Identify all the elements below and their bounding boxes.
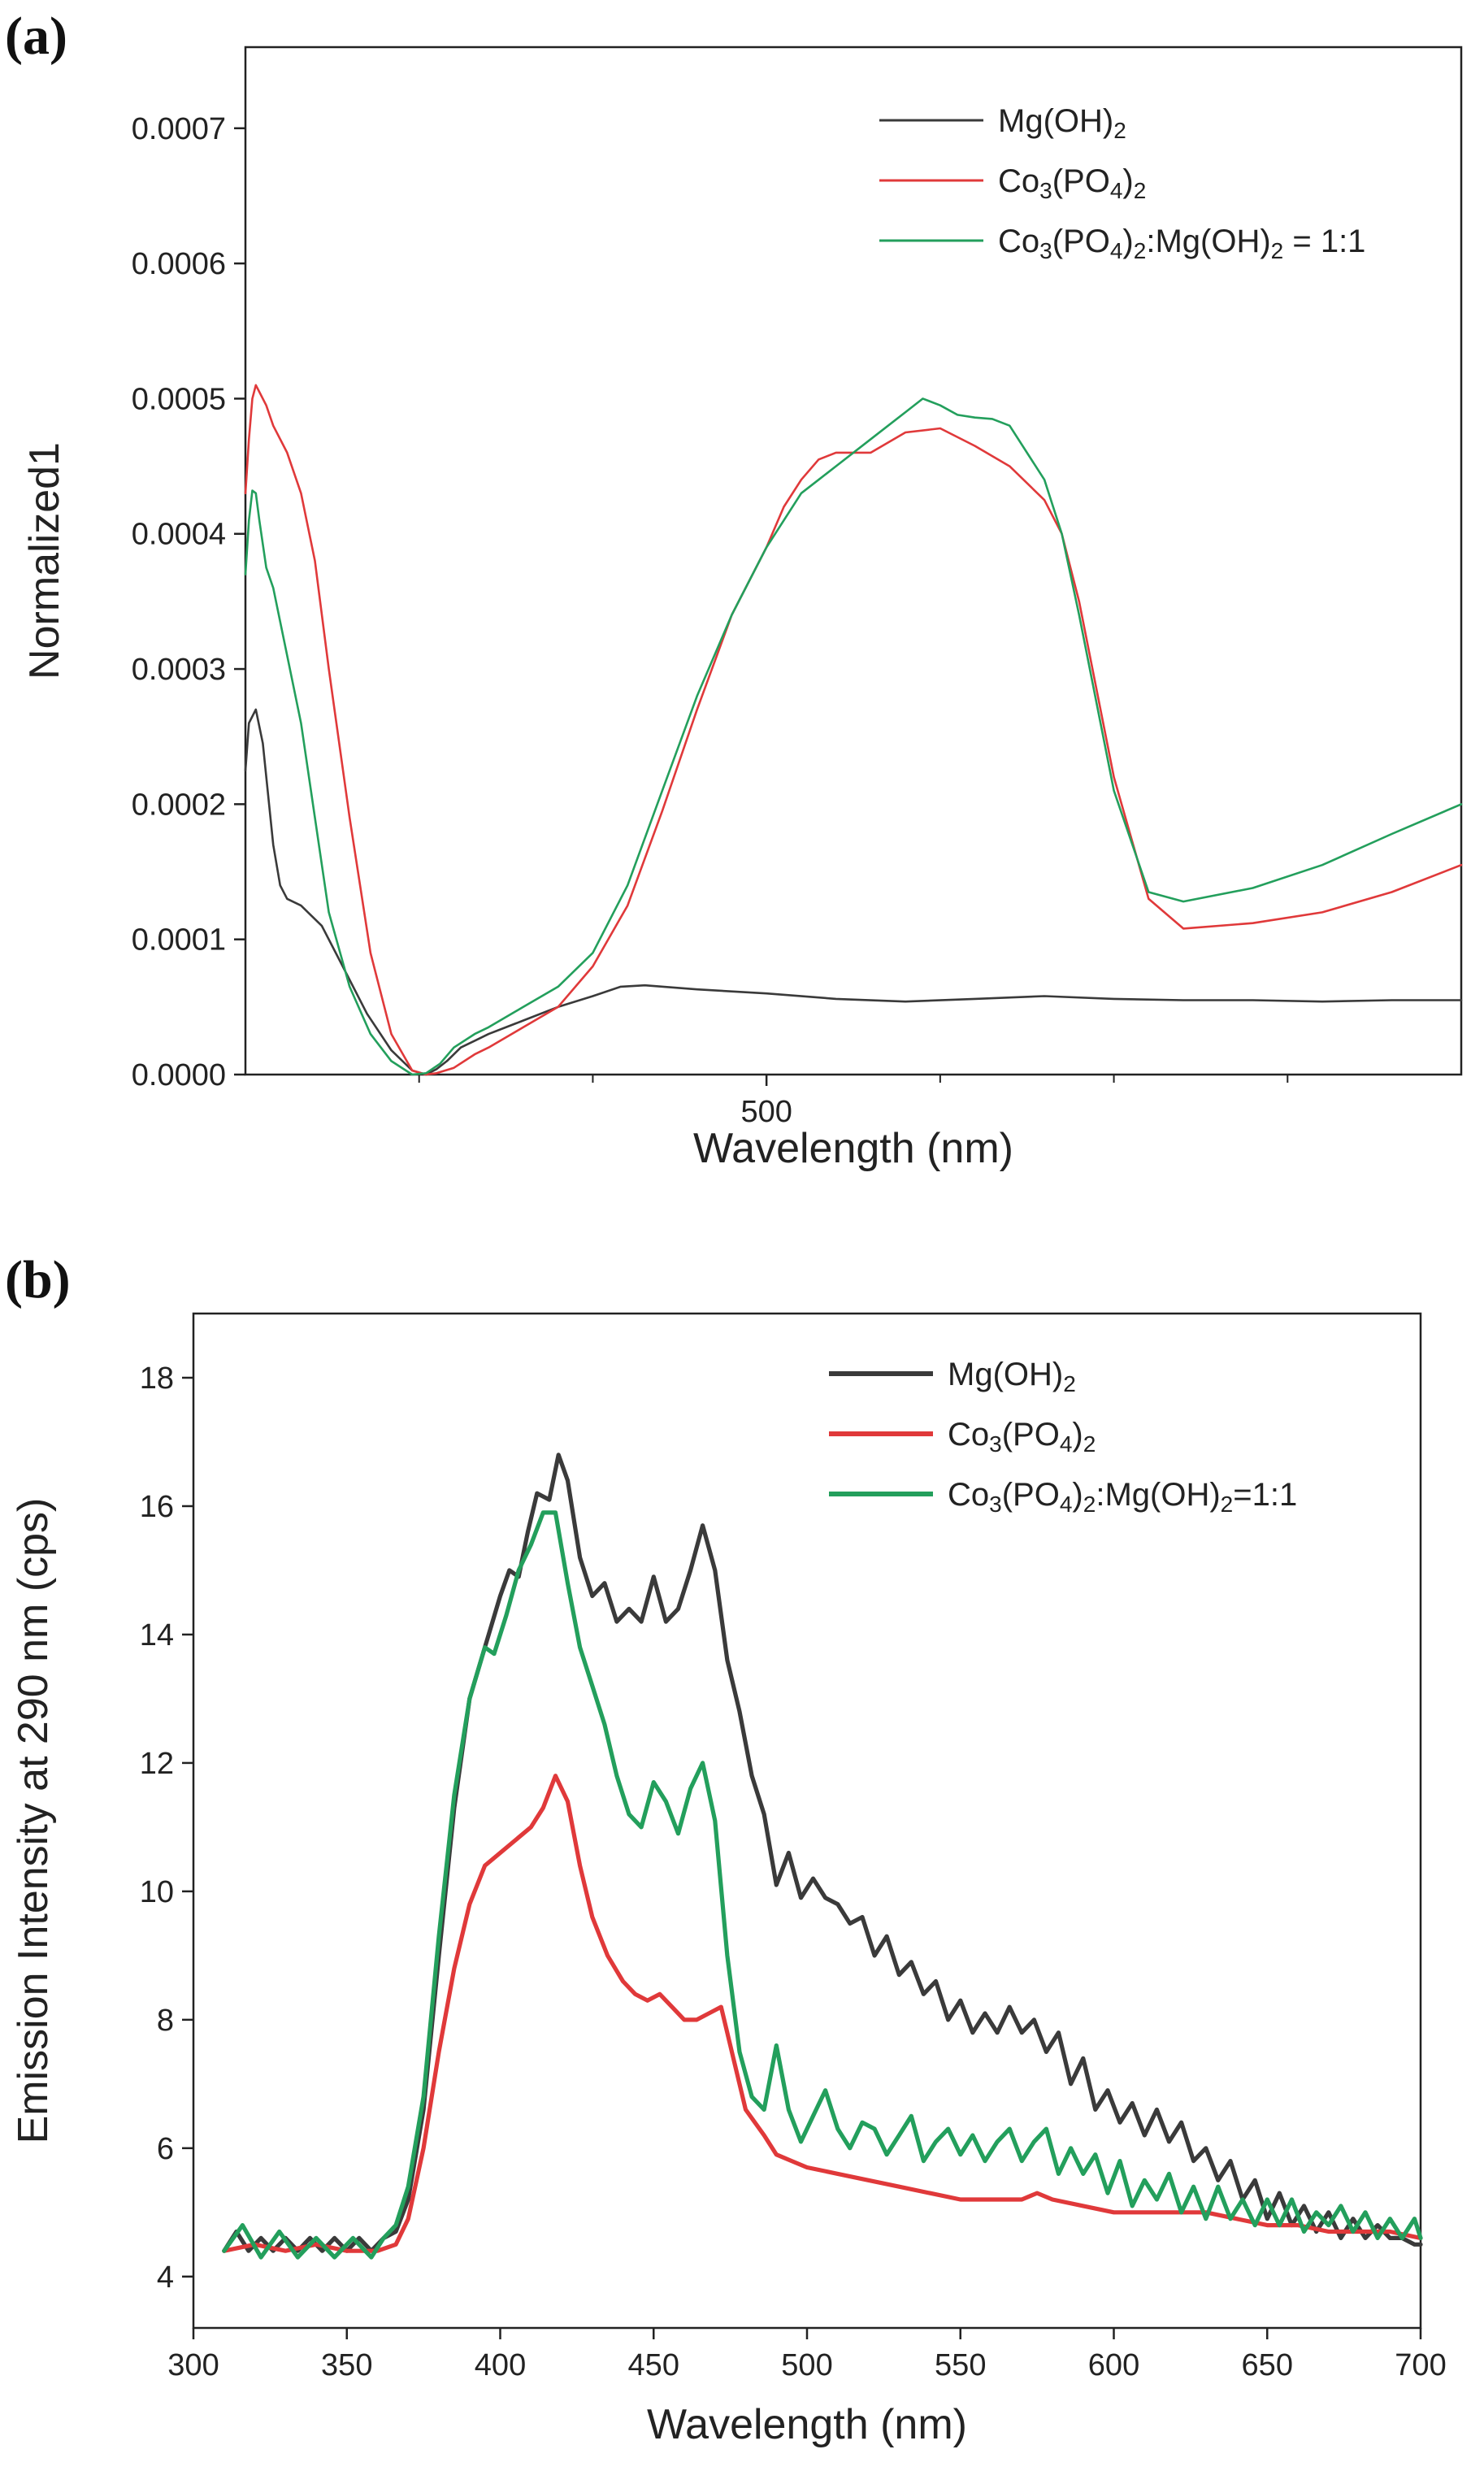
- y-tick-label: 4: [157, 2260, 174, 2295]
- panel-b-ticks: 4 6 8 10 12 14 16 18 300 350 400 450 500 550 600 650 700: [140, 1361, 1447, 2382]
- y-tick-label: 0.0005: [132, 382, 226, 416]
- y-tick-label: 0.0001: [132, 923, 226, 958]
- x-tick-label: 300: [167, 2348, 219, 2382]
- y-tick-label: 14: [140, 1618, 174, 1652]
- panel-a-label: (a): [5, 7, 67, 66]
- panel-b-y-axis-title: Emission Intensity at 290 nm (cps): [10, 1498, 57, 2144]
- panel-b-x-axis-title: Wavelength (nm): [647, 2401, 967, 2448]
- x-tick-label: 700: [1395, 2348, 1446, 2382]
- y-tick-label: 0.0000: [132, 1058, 226, 1092]
- series-line-co: [222, 1774, 1423, 2253]
- panel-b-series: [222, 1453, 1423, 2260]
- panel-a-ticks: 0.0000 0.0001 0.0002 0.0003 0.0004 0.0005 0.00…: [132, 112, 1289, 1129]
- legend-label-mg: Mg(OH)2: [948, 1357, 1076, 1396]
- panel-a: (a) 0.0000 0.0001 0.0002 0.0003 0.0004 0.0005…: [5, 7, 1463, 1172]
- series-line-mix: [222, 1510, 1423, 2260]
- x-tick-label: 400: [475, 2348, 526, 2382]
- y-tick-label: 18: [140, 1361, 174, 1396]
- legend-label-co: Co3(PO4)2: [998, 163, 1146, 203]
- y-tick-label: 0.0006: [132, 247, 226, 281]
- legend-label-mg: Mg(OH)2: [998, 103, 1126, 143]
- legend-label-mix: Co3(PO4)2:Mg(OH)2 = 1:1: [998, 224, 1365, 263]
- x-tick-label: 600: [1088, 2348, 1139, 2382]
- panel-b-legend: Mg(OH)2 Co3(PO4)2 Co3(PO4)2:Mg(OH)2=1:1: [829, 1357, 1297, 1517]
- y-tick-label: 0.0003: [132, 653, 226, 687]
- legend-label-co: Co3(PO4)2: [948, 1417, 1096, 1457]
- y-tick-label: 12: [140, 1747, 174, 1781]
- panel-a-x-axis-title: Wavelength (nm): [693, 1125, 1013, 1172]
- panel-b-label: (b): [5, 1250, 71, 1309]
- y-tick-label: 0.0007: [132, 112, 226, 146]
- y-tick-label: 0.0002: [132, 788, 226, 822]
- y-tick-label: 0.0004: [132, 518, 226, 552]
- series-line-co: [244, 384, 1463, 1076]
- y-tick-label: 8: [157, 2004, 174, 2038]
- x-tick-label: 650: [1242, 2348, 1293, 2382]
- x-tick-label: 500: [740, 1095, 792, 1129]
- x-tick-label: 500: [781, 2348, 832, 2382]
- y-tick-label: 6: [157, 2132, 174, 2166]
- panel-a-plot-frame: [244, 46, 1463, 1076]
- legend-label-mix: Co3(PO4)2:Mg(OH)2=1:1: [948, 1477, 1297, 1517]
- series-line-mg: [244, 708, 1463, 1076]
- series-line-mix: [244, 397, 1463, 1076]
- y-tick-label: 10: [140, 1875, 174, 1909]
- panel-a-series: [244, 384, 1463, 1076]
- x-tick-label: 450: [628, 2348, 679, 2382]
- panel-b: (b) 4 6 8 10 12 14 16 18 300 350 400 450 500 550 600 65…: [5, 1250, 1447, 2448]
- panel-a-legend: Mg(OH)2 Co3(PO4)2 Co3(PO4)2:Mg(OH)2 = 1:1: [879, 103, 1365, 263]
- x-tick-label: 550: [935, 2348, 986, 2382]
- y-tick-label: 16: [140, 1490, 174, 1524]
- panel-a-y-axis-title: Normalized1: [21, 442, 68, 680]
- x-tick-label: 350: [321, 2348, 372, 2382]
- series-line-mg: [222, 1453, 1423, 2253]
